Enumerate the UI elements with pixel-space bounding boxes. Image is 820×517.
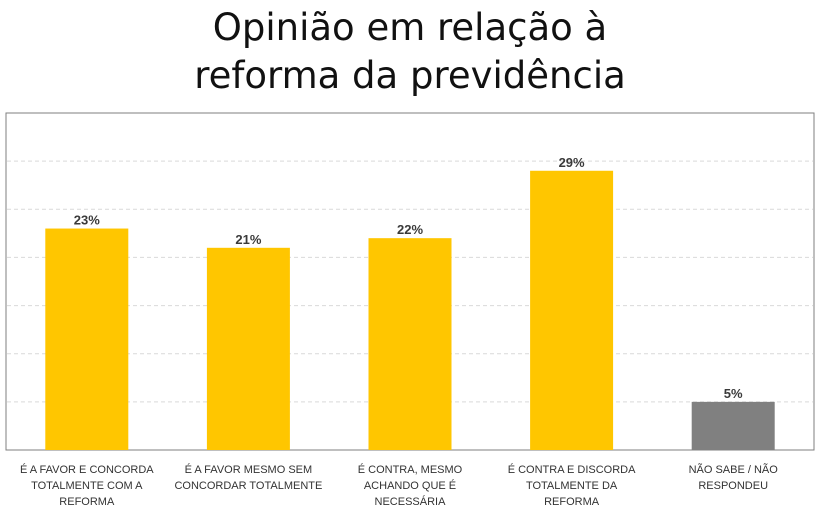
bar-1 [45, 228, 129, 450]
category-label-2-line-2: CONCORDAR TOTALMENTE [174, 480, 322, 492]
category-label-1-line-2: TOTALMENTE COM A [31, 480, 143, 492]
chart-title: Opinião em relação à reforma da previdên… [0, 4, 820, 100]
data-labels: 23% 21% 22% 29% 5% [74, 155, 743, 401]
category-label-3-line-2: ACHANDO QUE É [364, 479, 456, 492]
category-label-5-line-2: RESPONDEU [698, 480, 768, 492]
bar-5 [691, 401, 775, 450]
data-label-3: 22% [397, 222, 423, 237]
category-label-4-line-1: É CONTRA E DISCORDA [508, 463, 636, 476]
category-label-3-line-1: É CONTRA, MESMO [358, 463, 463, 476]
category-label-4-line-3: REFORMA [544, 496, 600, 508]
category-label-1-line-1: É A FAVOR E CONCORDA [20, 463, 154, 476]
data-label-5: 5% [724, 386, 743, 401]
chart-title-line-1: Opinião em relação à [212, 6, 608, 49]
data-label-1: 23% [74, 213, 100, 228]
data-label-2: 21% [235, 232, 261, 247]
bar-3 [368, 238, 452, 450]
category-label-2-line-1: É A FAVOR MESMO SEM [185, 463, 313, 476]
bar-4 [530, 170, 614, 450]
bar-2 [206, 247, 290, 450]
category-labels: É A FAVOR E CONCORDA TOTALMENTE COM A REFO… [20, 463, 778, 508]
data-label-4: 29% [559, 155, 585, 170]
category-label-3-line-3: NECESSÁRIA [375, 495, 447, 508]
bars [45, 170, 775, 450]
category-label-4-line-2: TOTALMENTE DA [526, 480, 618, 492]
category-label-1-line-3: REFORMA [59, 496, 115, 508]
category-label-5-line-1: NÃO SABE / NÃO [689, 463, 779, 476]
chart-title-line-2: reforma da previdência [194, 54, 626, 97]
